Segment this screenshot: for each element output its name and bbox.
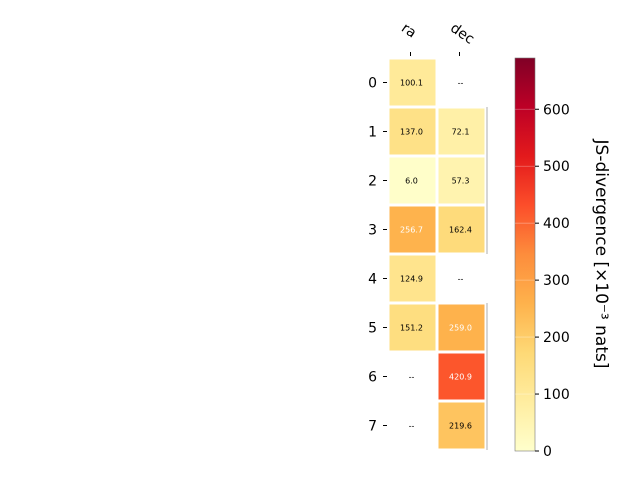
cell-value-label: -- xyxy=(458,275,464,284)
cell-value-label: -- xyxy=(409,422,415,431)
column-labels: ra dec xyxy=(398,20,477,56)
row-label: 0 xyxy=(368,76,377,92)
row-label: 2 xyxy=(368,174,377,190)
column-label: ra xyxy=(398,20,419,41)
colorbar-tick-label: 300 xyxy=(543,273,570,289)
row-label: 5 xyxy=(368,321,377,337)
heatmap-cell xyxy=(388,156,437,205)
heatmap-cell xyxy=(437,107,486,156)
row-labels: 0 1 2 3 4 5 6 7 xyxy=(368,76,387,435)
cell-value-label: -- xyxy=(458,79,464,88)
colorbar: 0 100 200 300 400 500 600 xyxy=(514,57,570,460)
column-label: dec xyxy=(447,20,477,48)
row-label: 7 xyxy=(368,419,377,435)
colorbar-title: JS-divergence [×10⁻³ nats] xyxy=(591,139,611,369)
heatmap-cell xyxy=(388,303,437,352)
cell-value-label: 100.1 xyxy=(400,79,423,88)
colorbar-tick-label: 200 xyxy=(543,330,570,346)
cell-value-label: 162.4 xyxy=(449,226,472,235)
heatmap-cell xyxy=(437,352,486,401)
heatmap-cell xyxy=(437,205,486,254)
cell-value-label: 6.0 xyxy=(405,177,418,186)
colorbar-tick-label: 400 xyxy=(543,216,570,232)
colorbar-ticks: 0 100 200 300 400 500 600 xyxy=(515,102,570,460)
heatmap-cell xyxy=(388,107,437,156)
cell-value-label: 137.0 xyxy=(400,128,423,137)
cell-value-label: 72.1 xyxy=(452,128,470,137)
heatmap-cells: 100.1 -- 137.0 72.1 6.0 57.3 256.7 162.4 124.9 --… xyxy=(388,58,486,450)
row-label: 3 xyxy=(368,223,377,239)
heatmap-cell xyxy=(437,156,486,205)
cell-value-label: 256.7 xyxy=(400,226,423,235)
colorbar-tick-label: 600 xyxy=(543,102,570,118)
colorbar-tick-label: 500 xyxy=(543,159,570,175)
heatmap-cell xyxy=(388,254,437,303)
cell-value-label: 151.2 xyxy=(400,324,423,333)
heatmap-cell xyxy=(437,401,486,450)
cell-value-label: -- xyxy=(409,373,415,382)
cell-value-label: 219.6 xyxy=(449,422,472,431)
row-label: 4 xyxy=(368,272,377,288)
heatmap-cell xyxy=(437,303,486,352)
cell-value-label: 124.9 xyxy=(400,275,423,284)
colorbar-gradient xyxy=(514,57,536,452)
row-label: 1 xyxy=(368,125,377,141)
heatmap-cell xyxy=(388,205,437,254)
cell-value-label: 57.3 xyxy=(452,177,470,186)
row-label: 6 xyxy=(368,370,377,386)
heatmap-cell xyxy=(388,58,437,107)
colorbar-tick-label: 100 xyxy=(543,387,570,403)
cell-value-label: 259.0 xyxy=(449,324,472,333)
cell-value-label: 420.9 xyxy=(449,373,472,382)
colorbar-tick-label: 0 xyxy=(543,444,552,460)
